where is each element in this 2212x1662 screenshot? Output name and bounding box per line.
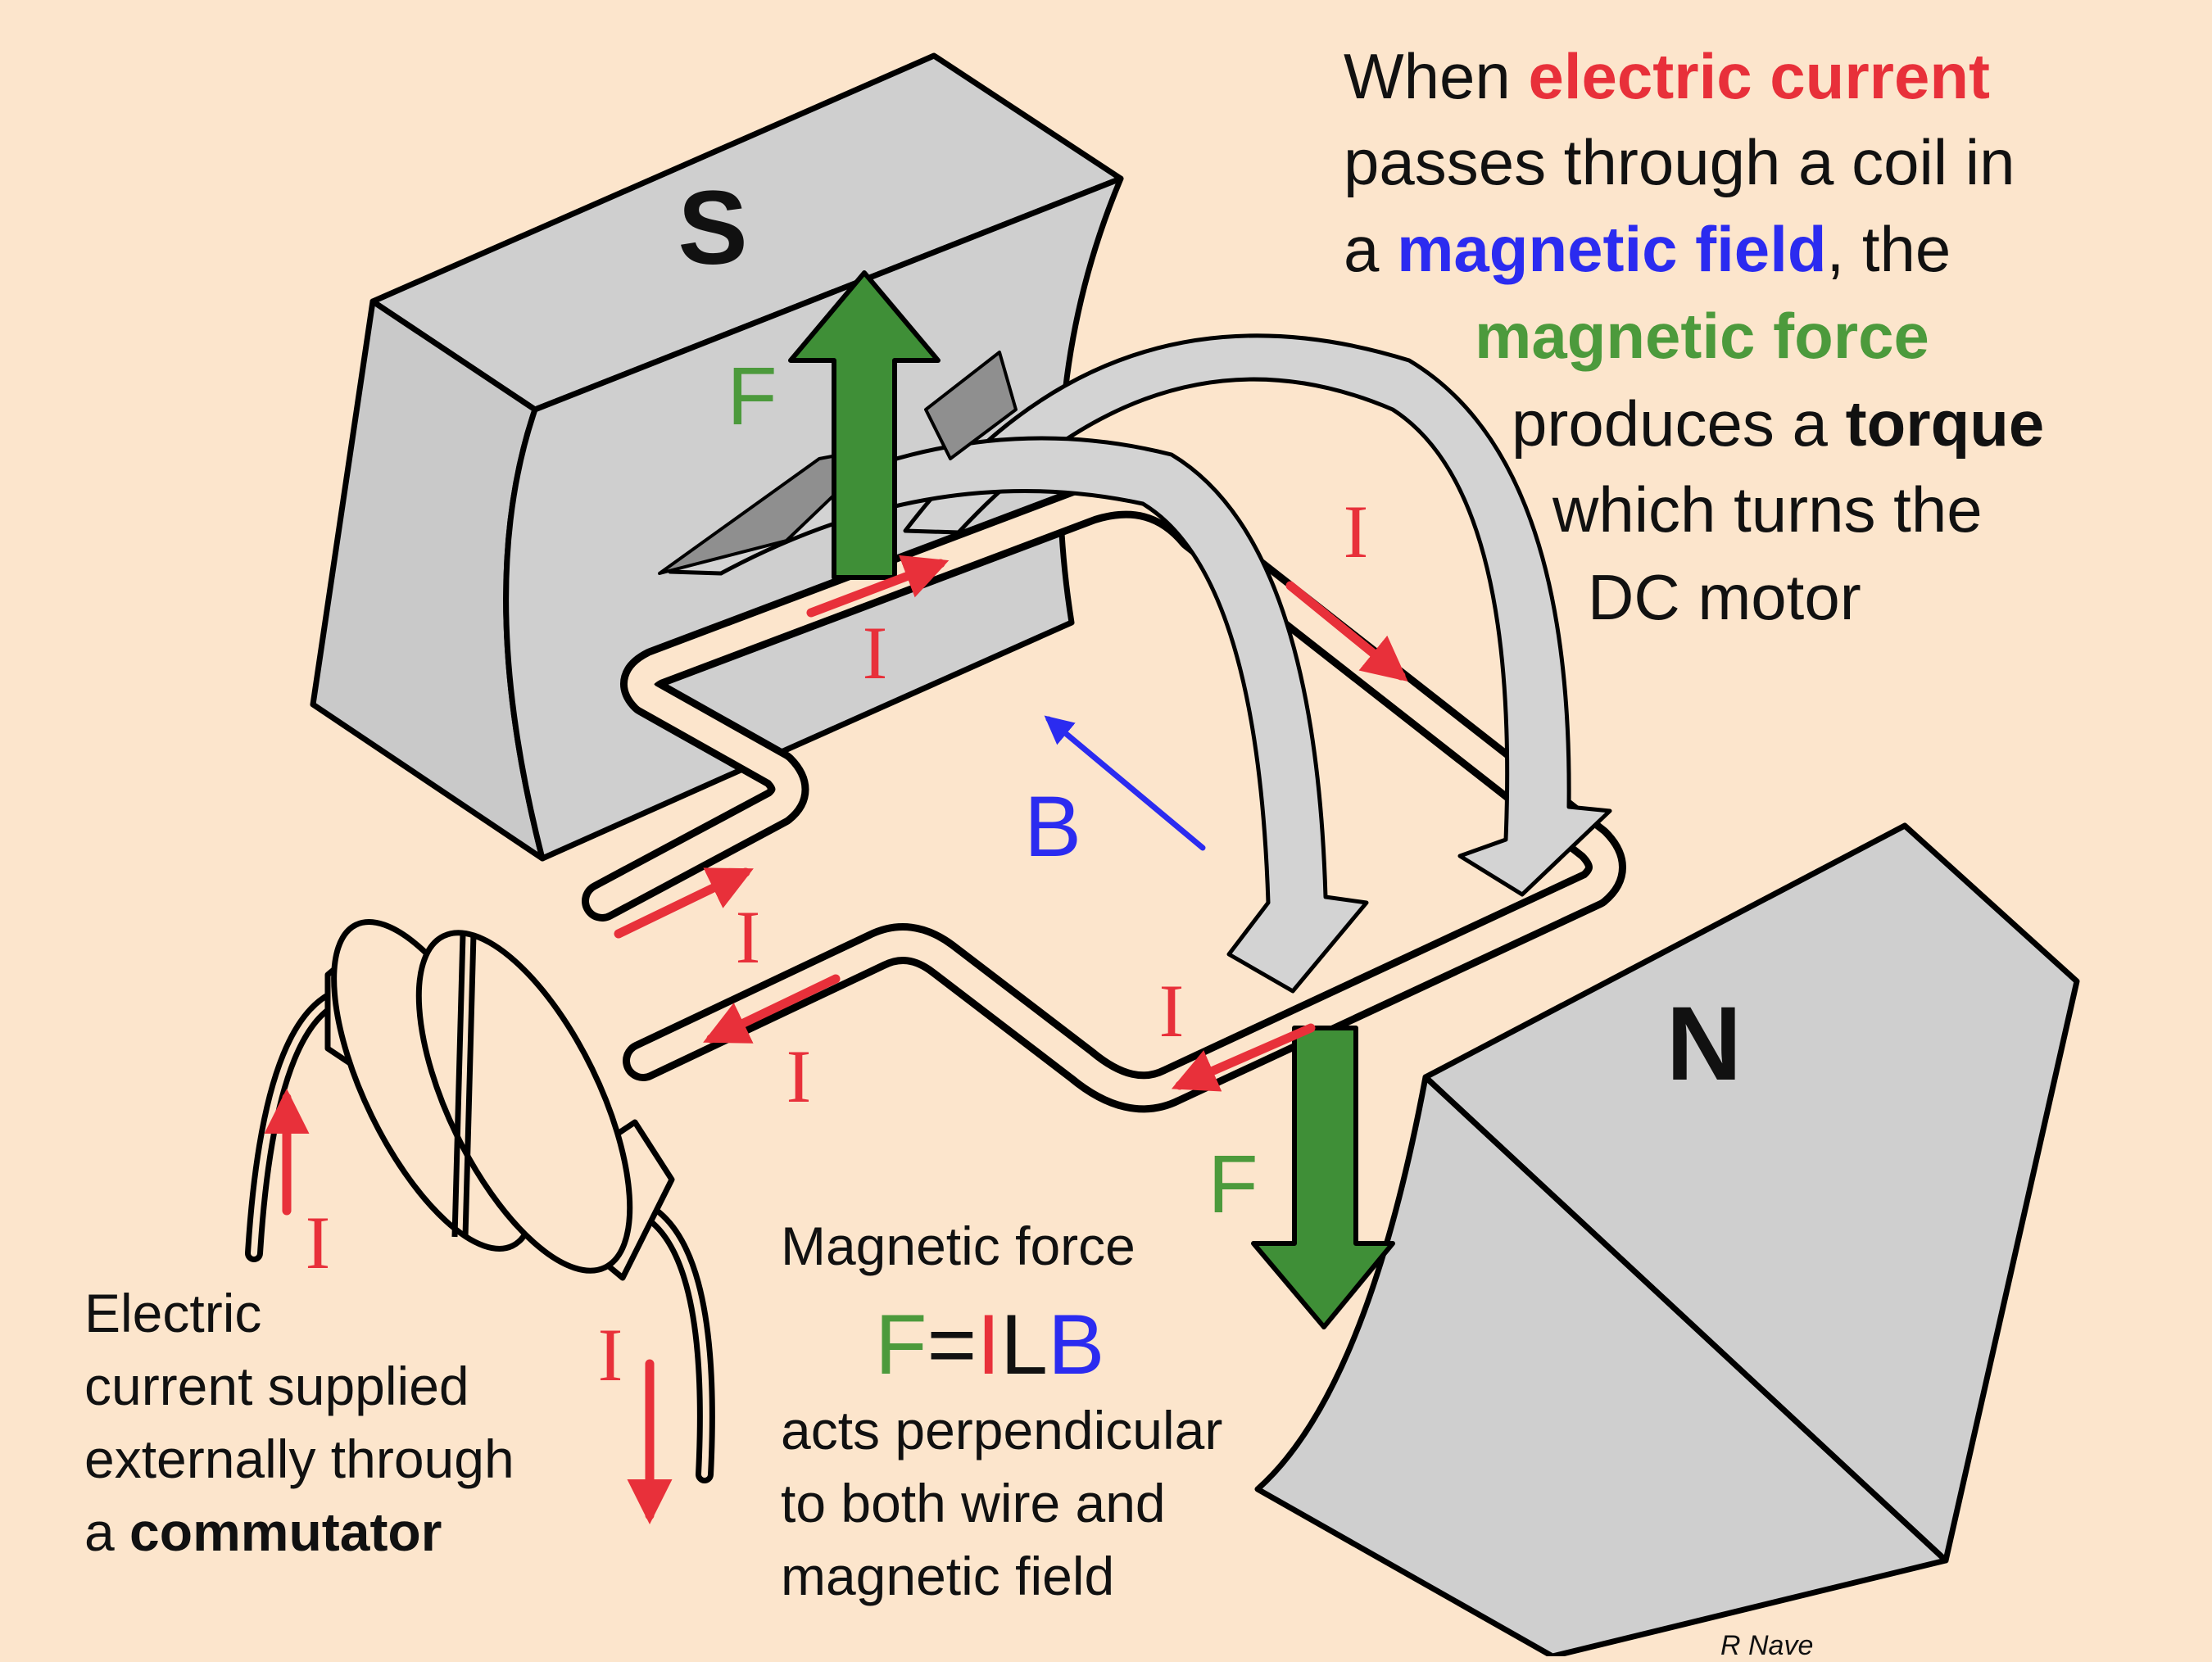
current-arrow-4 — [614, 867, 754, 939]
caption-bottom-line-3: to both wire and — [781, 1473, 1166, 1533]
magnetic-field-term: magnetic field — [1397, 213, 1827, 285]
caption-top-line-6: which turns the — [1552, 473, 1983, 546]
caption-left-line-3: externally through — [84, 1429, 514, 1489]
magnetic-force-term: magnetic force — [1475, 300, 1929, 372]
coil-loop — [582, 477, 1626, 1113]
current-label-supply-in: I — [306, 1201, 331, 1284]
rotation-arrow-inner — [668, 436, 1369, 994]
magnetic-field-indicator: B — [1024, 715, 1206, 875]
current-arrow-5 — [703, 974, 841, 1044]
caption-left-line-2: current supplied — [84, 1356, 469, 1416]
author-credit: R Nave — [1720, 1630, 1814, 1661]
current-label-3: I — [1159, 969, 1185, 1053]
caption-top-line-5: produces a torque — [1512, 387, 2045, 460]
commutator-term: commutator — [129, 1501, 442, 1562]
caption-bottom-line-2: acts perpendicular — [781, 1400, 1223, 1460]
magnetic-field-arrow — [1044, 715, 1206, 851]
current-label-1: I — [863, 611, 888, 695]
current-label-4: I — [736, 895, 761, 979]
north-magnet: N — [1254, 822, 2080, 1656]
current-arrow-3 — [1171, 1023, 1316, 1092]
caption-top-line-3: a magnetic field, the — [1344, 213, 1951, 285]
caption-top-line-1: When electric current — [1344, 40, 1991, 112]
magnetic-field-label: B — [1024, 779, 1081, 875]
force-arrow-down — [1251, 1026, 1395, 1329]
caption-top-line-2: passes through a coil in — [1344, 126, 2015, 198]
caption-left-line-1: Electric — [84, 1283, 262, 1343]
commutator — [245, 919, 715, 1483]
force-arrows: F F — [727, 270, 1395, 1329]
electric-current-term: electric current — [1528, 40, 1991, 112]
caption-left-line-4: a commutator — [84, 1501, 442, 1562]
current-labels: I I I I I I I — [306, 490, 1369, 1397]
force-equation: F=ILB — [875, 1297, 1105, 1393]
current-label-5: I — [786, 1035, 812, 1118]
current-label-2: I — [1344, 490, 1369, 573]
current-arrows — [264, 555, 1408, 1524]
current-arrow-2 — [1285, 581, 1408, 682]
north-pole-label: N — [1666, 985, 1742, 1103]
rotation-arrow-outer — [903, 333, 1612, 897]
current-arrow-1 — [806, 555, 950, 618]
force-label-up: F — [727, 351, 777, 442]
torque-term: torque — [1845, 387, 2045, 460]
caption-bottom-line-1: Magnetic force — [781, 1216, 1135, 1276]
south-pole-label: S — [678, 170, 747, 287]
caption-top-line-7: DC motor — [1588, 561, 1861, 633]
caption-bottom-line-4: magnetic field — [781, 1546, 1115, 1606]
force-label-down: F — [1208, 1139, 1258, 1230]
force-arrow-up — [788, 270, 941, 580]
current-label-supply-out: I — [598, 1313, 623, 1397]
